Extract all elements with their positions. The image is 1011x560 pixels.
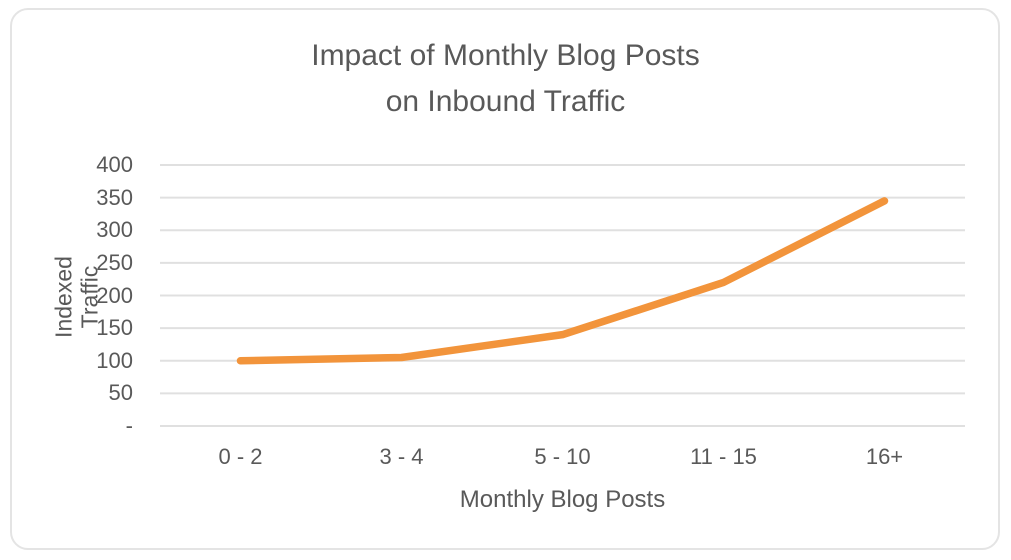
x-tick-label: 3 - 4 (379, 444, 424, 469)
y-tick-label: 300 (96, 217, 133, 243)
x-tick-label: 11 - 15 (690, 444, 757, 469)
y-tick-label: - (125, 413, 133, 438)
y-tick-label: 400 (96, 152, 133, 177)
y-tick-label: 350 (96, 184, 133, 210)
y-tick-label: 150 (96, 315, 133, 341)
y-tick-label: 250 (96, 249, 133, 275)
y-tick-label: 200 (96, 282, 133, 308)
chart-title: Impact of Monthly Blog Posts on Inbound … (311, 39, 700, 118)
x-tick-label: 0 - 2 (218, 444, 263, 469)
x-tick-label: 5 - 10 (534, 444, 591, 469)
x-tick-label: 16+ (865, 444, 904, 469)
x-axis-title: Monthly Blog Posts (459, 486, 666, 513)
y-tick-label: 50 (108, 380, 133, 406)
y-tick-label: 100 (96, 347, 133, 373)
